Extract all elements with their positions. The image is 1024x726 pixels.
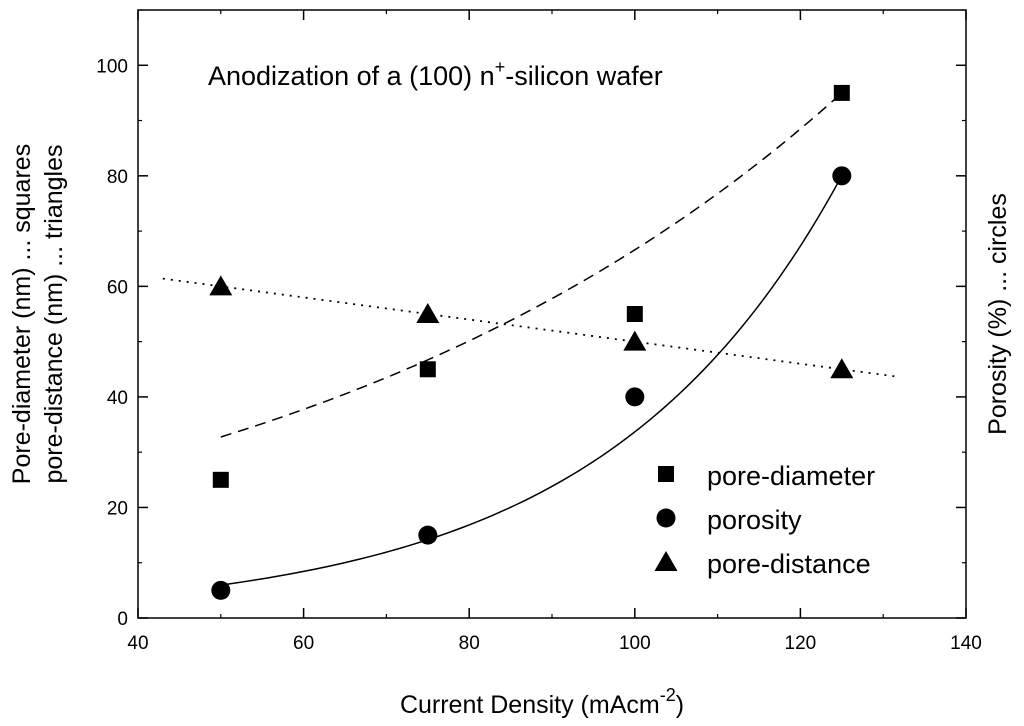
- axis-ticks: 40 60 80 100 120 140 0 20 40 60 80 100: [96, 9, 982, 654]
- y-tick-label: 40: [107, 388, 128, 409]
- legend-label-porosity: porosity: [707, 505, 802, 535]
- pore-distance-point: [209, 275, 233, 296]
- chart-title-main: Anodization of a (100) n: [208, 61, 495, 91]
- x-tick-label: 120: [785, 633, 817, 654]
- pore-diameter-point: [626, 306, 643, 322]
- pore-distance-point: [830, 358, 854, 379]
- x-axis-title-rest: ): [676, 691, 684, 719]
- porosity-point: [832, 166, 852, 186]
- y-tick-label: 60: [107, 277, 128, 298]
- porosity-point: [625, 387, 645, 407]
- legend-marker-pore-diameter: [658, 466, 674, 482]
- chart-title-rest: -silicon wafer: [505, 61, 663, 91]
- x-axis-title-exponent: -2: [660, 685, 676, 705]
- chart-title: Anodization of a (100) n+-silicon wafer: [208, 57, 663, 91]
- porosity-point: [418, 525, 438, 545]
- y-tick-label: 20: [107, 498, 128, 519]
- x-axis-title: Current Density (mAcm-2): [400, 685, 684, 719]
- chart-title-superscript: +: [495, 57, 506, 77]
- x-tick-label: 100: [619, 633, 651, 654]
- legend-marker-pore-distance: [654, 551, 678, 571]
- pore-distance-point: [623, 330, 647, 351]
- y-tick-label: 0: [117, 609, 128, 630]
- porosity-fit-line: [220, 175, 843, 586]
- y-axis-left-title-pore-distance: pore-distance (nm) ... triangles: [40, 144, 68, 483]
- x-tick-label: 40: [127, 633, 148, 654]
- pore-diameter-point: [419, 361, 436, 378]
- x-tick-label: 60: [293, 633, 314, 654]
- pore-diameter-point: [212, 471, 229, 488]
- legend-label-pore-diameter: pore-diameter: [707, 461, 875, 491]
- x-tick-label: 80: [459, 633, 480, 654]
- porosity-point: [211, 580, 231, 600]
- pore-diameter-point: [833, 84, 850, 101]
- y-axis-left-title-pore-diameter: Pore-diameter (nm) ... squares: [8, 144, 36, 484]
- data-points: [209, 84, 854, 600]
- legend-marker-porosity: [656, 508, 676, 528]
- legend-label-pore-distance: pore-distance: [707, 549, 871, 579]
- y-tick-label: 80: [107, 167, 128, 188]
- legend: pore-diameter porosity pore-distance: [654, 461, 875, 579]
- x-tick-label: 140: [950, 633, 982, 654]
- x-axis-title-main: Current Density (mAcm: [400, 691, 660, 719]
- pore-distance-point: [416, 303, 440, 323]
- y-tick-label: 100: [96, 56, 128, 77]
- y-axis-right-title-porosity: Porosity (%) ... circles: [984, 193, 1012, 435]
- pore-diameter-fit-line: [220, 92, 843, 438]
- fit-curves: [162, 92, 900, 586]
